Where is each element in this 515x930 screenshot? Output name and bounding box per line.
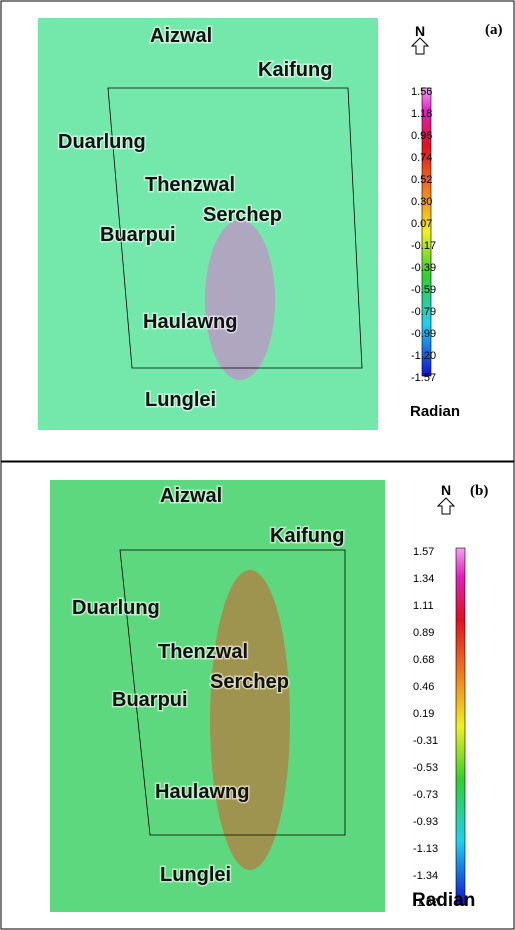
colorbar-tick-label: 1.57 xyxy=(413,546,434,558)
colorbar-tick-label: 0.89 xyxy=(413,627,434,639)
colorbar-tick-label: 0.52 xyxy=(411,174,432,186)
place-name: Kaifung xyxy=(258,59,332,81)
north-label: N xyxy=(415,23,425,39)
colorbar-tick-label: -0.99 xyxy=(411,328,436,340)
place-name: Aizwal xyxy=(150,25,212,47)
north-arrow xyxy=(436,497,456,515)
colorbar-tick-label: -0.59 xyxy=(411,284,436,296)
place-name: Lunglei xyxy=(145,389,216,411)
colorbar-tick-label: 1.11 xyxy=(413,600,434,612)
colorbar-tick-label: 0.46 xyxy=(413,681,434,693)
colorbar-tick-label: -1.57 xyxy=(411,372,436,384)
place-name: Haulawng xyxy=(155,781,249,803)
panel-frame xyxy=(0,461,515,930)
colorbar-tick-label: 0.96 xyxy=(411,130,432,142)
colorbar-tick-label: 1.34 xyxy=(413,573,434,585)
place-name: Thenzwal xyxy=(145,174,235,196)
study-area xyxy=(107,87,363,369)
place-name: Thenzwal xyxy=(158,641,248,663)
north-label: N xyxy=(441,482,451,498)
colorbar-tick-label: 1.56 xyxy=(411,86,432,98)
colorbar xyxy=(421,87,432,377)
map-anomaly xyxy=(210,570,290,870)
colorbar-tick-label: -1.57 xyxy=(413,897,438,909)
place-name: Duarlung xyxy=(58,131,146,153)
panel-label: (b) xyxy=(470,483,488,499)
colorbar-tick-label: -0.17 xyxy=(411,240,436,252)
north-arrow xyxy=(410,37,430,55)
colorbar-tick-label: -0.31 xyxy=(413,735,438,747)
colorbar-tick-label: -0.53 xyxy=(413,762,438,774)
place-name: Lunglei xyxy=(160,864,231,886)
colorbar-tick-label: 0.19 xyxy=(413,708,434,720)
colorbar-tick-label: -1.34 xyxy=(413,870,438,882)
colorbar-tick-label: -0.39 xyxy=(411,262,436,274)
map-a xyxy=(38,18,378,430)
colorbar-tick-label: -0.79 xyxy=(411,306,436,318)
place-name: Kaifung xyxy=(270,525,344,547)
colorbar-tick-label: -0.73 xyxy=(413,789,438,801)
colorbar-tick-label: 0.74 xyxy=(411,152,432,164)
colorbar-tick-label: 0.68 xyxy=(413,654,434,666)
map-b xyxy=(50,480,385,912)
map-anomaly xyxy=(205,220,275,380)
colorbar xyxy=(455,547,466,906)
colorbar-tick-label: 0.07 xyxy=(411,218,432,230)
panel-label: (a) xyxy=(485,22,503,38)
place-name: Duarlung xyxy=(72,597,160,619)
study-area xyxy=(119,549,346,836)
colorbar-tick-label: -0.93 xyxy=(413,816,438,828)
colorbar-tick-label: 0.30 xyxy=(411,196,432,208)
colorbar-tick-label: -1.20 xyxy=(411,350,436,362)
panel-frame xyxy=(0,0,515,462)
colorbar-tick-label: 1.18 xyxy=(411,108,432,120)
map-texture xyxy=(38,18,378,430)
place-name: Aizwal xyxy=(160,485,222,507)
colorbar-unit: Radian xyxy=(412,890,475,911)
place-name: Buarpui xyxy=(100,224,176,246)
colorbar-unit: Radian xyxy=(410,403,460,420)
colorbar-tick-label: -1.13 xyxy=(413,843,438,855)
place-name: Serchep xyxy=(210,671,289,693)
place-name: Serchep xyxy=(203,204,282,226)
place-name: Haulawng xyxy=(143,311,237,333)
place-name: Buarpui xyxy=(112,689,188,711)
